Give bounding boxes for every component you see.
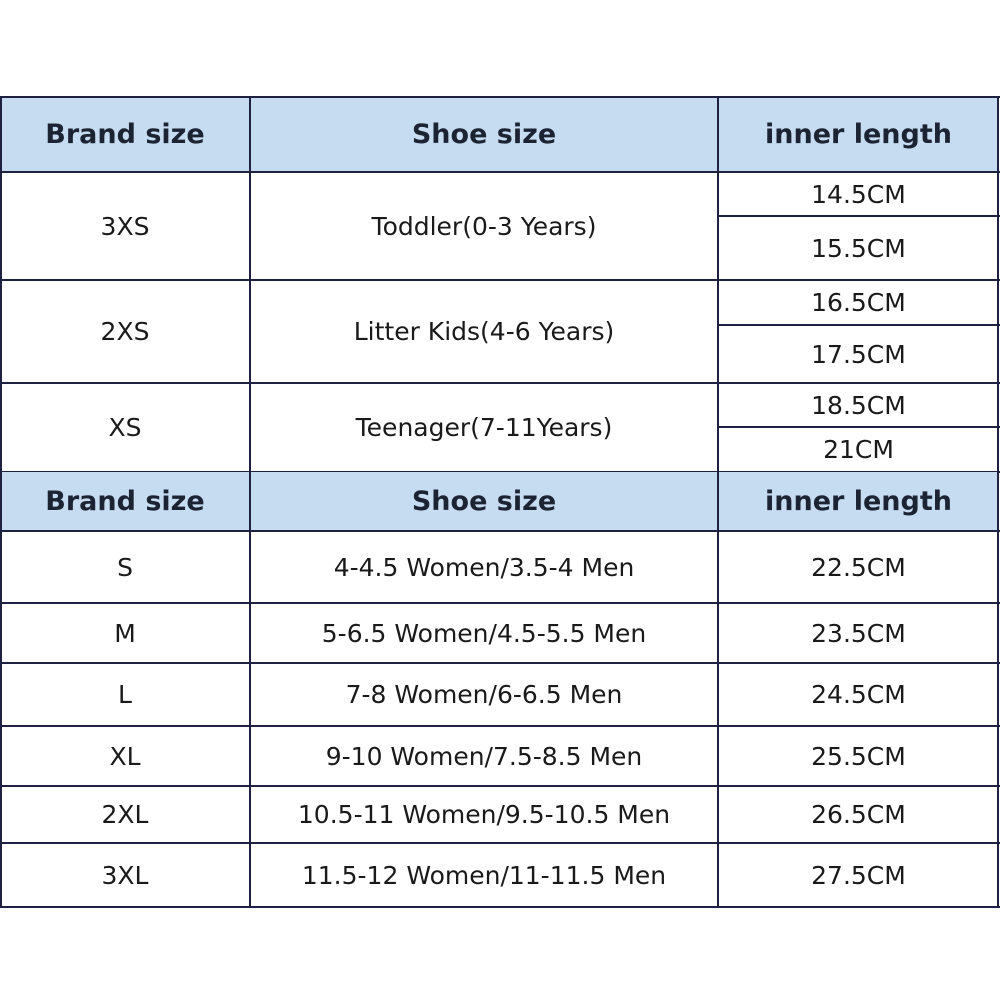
brand-size-cell: XS	[108, 413, 142, 442]
shoe-size-cell: Litter Kids(4-6 Years)	[353, 317, 615, 346]
row-divider	[0, 842, 1000, 844]
brand-size-cell: S	[117, 552, 133, 582]
inner-length-cell: 18.5CM	[811, 390, 906, 420]
row-divider	[718, 426, 1000, 428]
row-divider	[0, 171, 1000, 173]
row-divider	[0, 602, 1000, 604]
inner-length-cell: 21CM	[823, 435, 894, 464]
row-divider	[0, 382, 1000, 384]
brand-size-cell: 3XS	[100, 211, 150, 241]
inner-length-cell: 23.5CM	[811, 618, 906, 648]
header-shoe-size: Shoe size	[250, 472, 718, 531]
row-divider	[0, 662, 1000, 664]
inner-length-cell: 24.5CM	[811, 680, 906, 709]
brand-size-cell: XL	[109, 741, 141, 771]
inner-length-cell: 16.5CM	[811, 288, 906, 317]
row-divider	[718, 324, 1000, 326]
brand-size-cell: 2XL	[101, 800, 149, 829]
brand-size-cell: 2XS	[100, 317, 150, 346]
shoe-size-cell: Teenager(7-11Years)	[355, 413, 613, 442]
inner-length-cell: 26.5CM	[811, 800, 906, 829]
row-divider	[718, 215, 1000, 217]
inner-length-cell: 14.5CM	[811, 179, 906, 209]
shoe-size-cell: 7-8 Women/6-6.5 Men	[345, 680, 623, 709]
brand-size-cell: M	[114, 618, 136, 648]
row-divider	[0, 725, 1000, 727]
row-divider	[0, 785, 1000, 787]
brand-size-cell: L	[118, 680, 132, 709]
row-divider	[0, 530, 1000, 532]
header-inner-length: inner length	[718, 472, 999, 531]
row-divider	[0, 279, 1000, 281]
inner-length-cell: 17.5CM	[811, 339, 906, 369]
shoe-size-cell: 5-6.5 Women/4.5-5.5 Men	[321, 618, 647, 648]
brand-size-cell: 3XL	[101, 860, 149, 890]
shoe-size-cell: Toddler(0-3 Years)	[371, 211, 597, 241]
inner-length-cell: 22.5CM	[811, 552, 906, 582]
column-divider	[717, 96, 719, 908]
header-brand-size: Brand size	[0, 97, 250, 172]
shoe-size-cell: 9-10 Women/7.5-8.5 Men	[325, 741, 643, 771]
shoe-size-cell: 4-4.5 Women/3.5-4 Men	[333, 552, 635, 582]
header-inner-length: inner length	[718, 97, 999, 172]
row-divider	[0, 906, 1000, 908]
inner-length-cell: 27.5CM	[811, 860, 906, 890]
shoe-size-cell: 11.5-12 Women/11-11.5 Men	[301, 860, 667, 890]
column-divider	[997, 96, 999, 908]
column-divider	[249, 96, 251, 908]
header-brand-size: Brand size	[0, 472, 250, 531]
shoe-size-cell: 10.5-11 Women/9.5-10.5 Men	[297, 800, 671, 829]
header-shoe-size: Shoe size	[250, 97, 718, 172]
inner-length-cell: 25.5CM	[811, 741, 906, 771]
column-divider	[0, 96, 2, 908]
inner-length-cell: 15.5CM	[811, 233, 906, 263]
row-divider	[0, 96, 1000, 98]
